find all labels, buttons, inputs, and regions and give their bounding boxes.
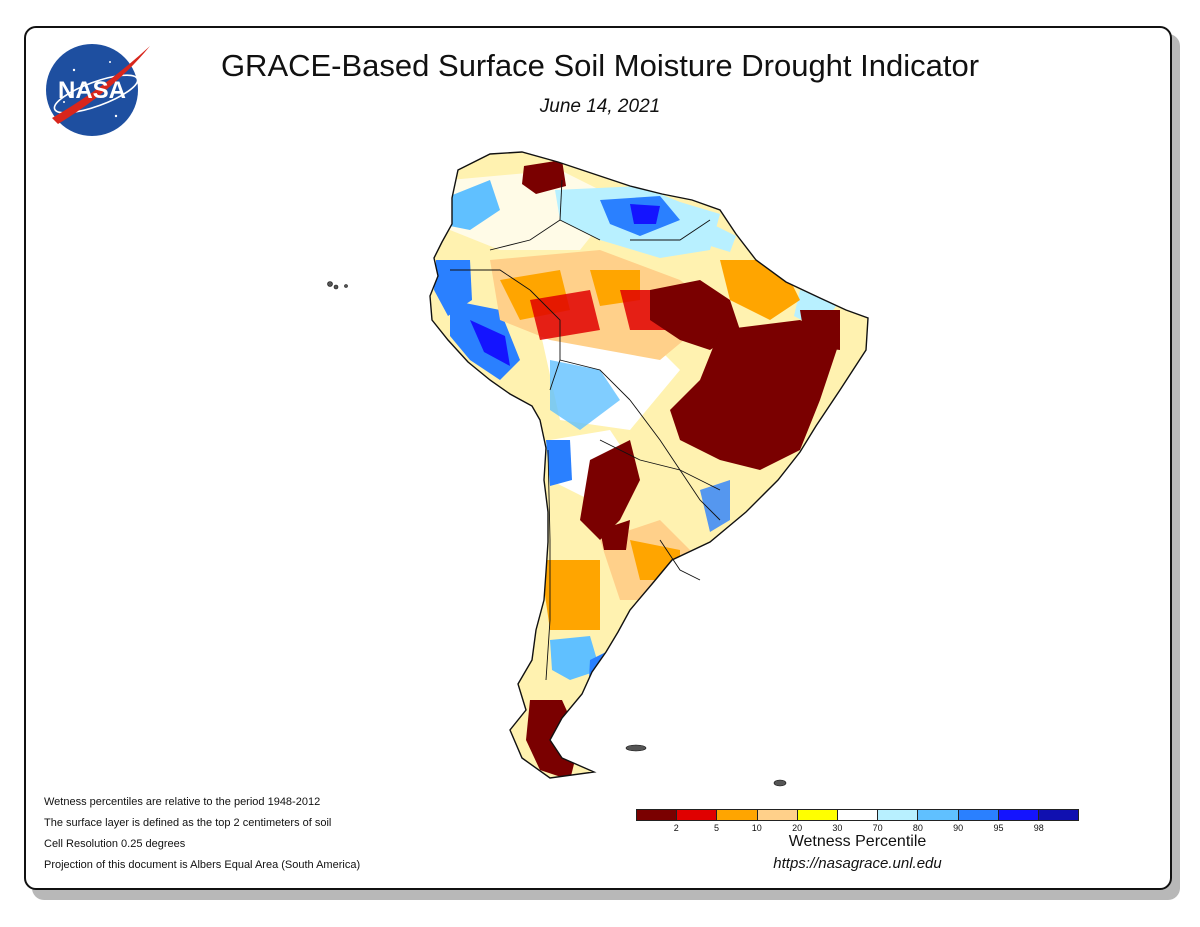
legend-swatch bbox=[836, 810, 878, 820]
legend-tick-label: 98 bbox=[1033, 823, 1044, 833]
soil-moisture-map bbox=[327, 151, 869, 787]
map-date: June 14, 2021 bbox=[539, 96, 661, 117]
note-line: Projection of this document is Albers Eq… bbox=[44, 859, 361, 871]
legend-tick-label: 70 bbox=[872, 823, 883, 833]
legend-swatch bbox=[1037, 810, 1079, 820]
legend-tick-label: 95 bbox=[993, 823, 1004, 833]
legend-swatch bbox=[997, 810, 1038, 820]
legend-swatch bbox=[756, 810, 797, 820]
legend-tick-label: 80 bbox=[912, 823, 923, 833]
legend-colorbar bbox=[636, 809, 1079, 821]
nasa-logo: NASA bbox=[46, 44, 150, 136]
legend-tick-label: 30 bbox=[832, 823, 843, 833]
legend-swatch bbox=[957, 810, 998, 820]
source-url[interactable]: https://nasagrace.unl.edu bbox=[773, 855, 942, 872]
legend-tick-label: 5 bbox=[714, 823, 720, 833]
legend-tick-label: 2 bbox=[673, 823, 679, 833]
legend: 2 5 10 20 30 70 80 90 95 98 Wetness Percentile ht… bbox=[636, 809, 1079, 872]
page-title: GRACE-Based Surface Soil Moisture Drough… bbox=[220, 48, 980, 83]
legend-title: Wetness Percentile bbox=[788, 833, 927, 850]
note-line: Cell Resolution 0.25 degrees bbox=[44, 838, 186, 850]
note-line: Wetness percentiles are relative to the … bbox=[44, 796, 321, 808]
note-line: The surface layer is defined as the top … bbox=[44, 817, 332, 829]
legend-swatch bbox=[917, 810, 958, 820]
notes-block: Wetness percentiles are relative to the … bbox=[44, 792, 360, 876]
legend-swatch bbox=[796, 810, 837, 820]
legend-swatch bbox=[716, 810, 757, 820]
legend-tick-label: 20 bbox=[792, 823, 803, 833]
legend-swatch bbox=[877, 810, 918, 820]
legend-swatch bbox=[676, 810, 717, 820]
legend-ticks: 2 5 10 20 30 70 80 90 95 98 bbox=[636, 821, 1079, 835]
legend-tick-label: 10 bbox=[751, 823, 762, 833]
legend-tick-label: 90 bbox=[953, 823, 964, 833]
legend-swatch bbox=[637, 810, 677, 820]
nasa-logo-text: NASA bbox=[58, 77, 126, 104]
